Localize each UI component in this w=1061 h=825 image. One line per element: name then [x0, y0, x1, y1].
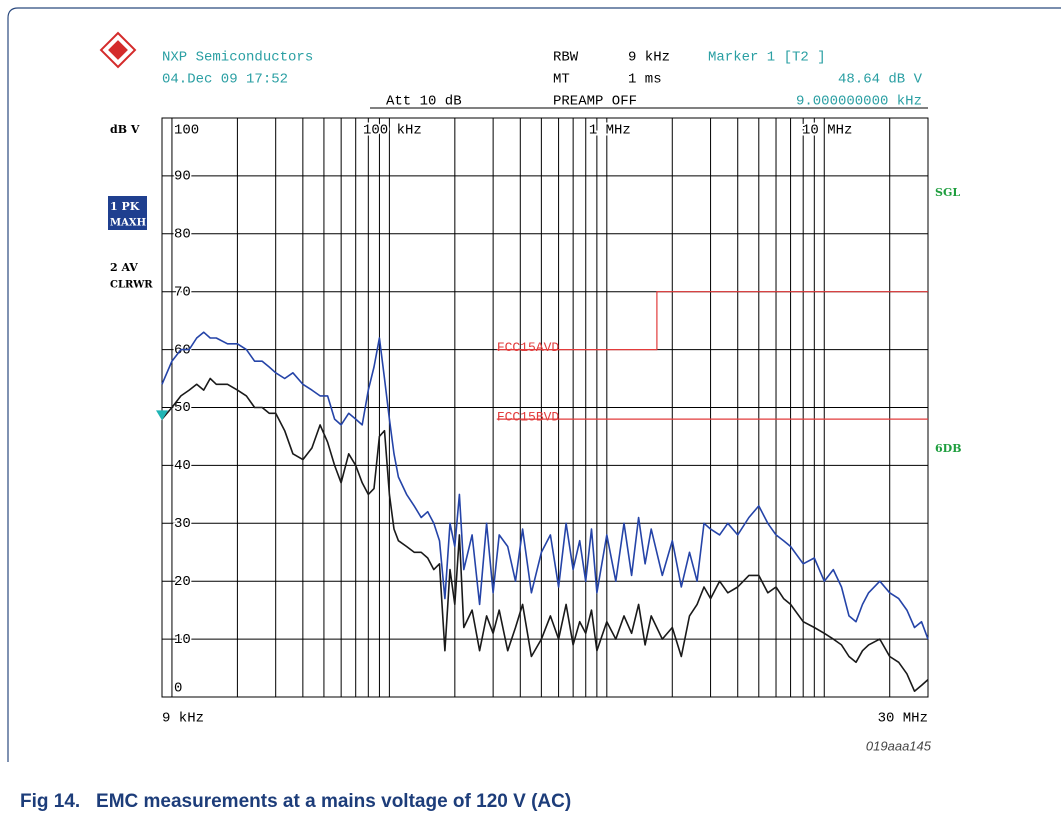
marker-label: Marker 1 [T2 ] — [708, 50, 826, 66]
trace1-detector: MAXH — [110, 218, 146, 229]
marker-level: 48.64 dB V — [838, 72, 923, 88]
y-tick-label: 20 — [174, 574, 191, 590]
sgl-label: SGL — [935, 186, 960, 199]
trace-line — [161, 331, 929, 640]
marker-freq: 9.000000000 kHz — [796, 94, 922, 110]
company: NXP Semiconductors — [162, 50, 313, 66]
y-tick-label: 0 — [174, 681, 182, 697]
rbw-value: 9 kHz — [628, 50, 670, 66]
y-tick-label: 90 — [174, 169, 191, 185]
y-tick-label: 10 — [174, 632, 191, 648]
trace1-badge — [108, 196, 147, 230]
y-tick-label: 40 — [174, 458, 191, 474]
trace2-detector: CLRWR — [110, 280, 153, 291]
mt-label: MT — [553, 72, 570, 88]
y-tick-label: 80 — [174, 227, 191, 243]
x-tick-label: 100 kHz — [363, 123, 422, 139]
y-axis-label: dB V — [110, 123, 140, 136]
y-tick-label: 30 — [174, 516, 191, 532]
trace-line — [161, 377, 929, 692]
limit-label: FCC15BVD — [497, 410, 560, 425]
x-tick-label: 1 MHz — [589, 123, 631, 139]
x-end-label: 30 MHz — [878, 711, 928, 727]
rs-logo — [99, 31, 137, 69]
y-tick-label: 100 — [174, 123, 199, 139]
figure-frame — [7, 7, 1061, 762]
mt-value: 1 ms — [628, 72, 662, 88]
x-tick-label: 10 MHz — [802, 123, 852, 139]
date: 04.Dec 09 17:52 — [162, 72, 288, 88]
caption: Fig 14. EMC measurements at a mains volt… — [20, 791, 571, 812]
marker — [156, 410, 168, 421]
limit-line — [496, 291, 928, 351]
y-tick-label: 70 — [174, 284, 191, 300]
sixdb-label: 6DB — [935, 442, 962, 455]
preamp: PREAMP OFF — [553, 94, 637, 110]
trace2-mode: 2 AV — [110, 261, 138, 274]
rbw-label: RBW — [553, 50, 579, 66]
x-end-label: 9 kHz — [162, 711, 204, 727]
attenuation: Att 10 dB — [386, 94, 462, 110]
trace1-mode: 1 PK — [110, 200, 140, 213]
figure-id: 019aaa145 — [866, 738, 932, 753]
limit-label: FCC15AVD — [497, 340, 560, 355]
y-tick-label: 50 — [174, 400, 191, 416]
plot: 100 kHz 1 MHz 10 MHz 9 kHz 30 MHz 0 10 20 30 40 50… — [156, 117, 929, 727]
